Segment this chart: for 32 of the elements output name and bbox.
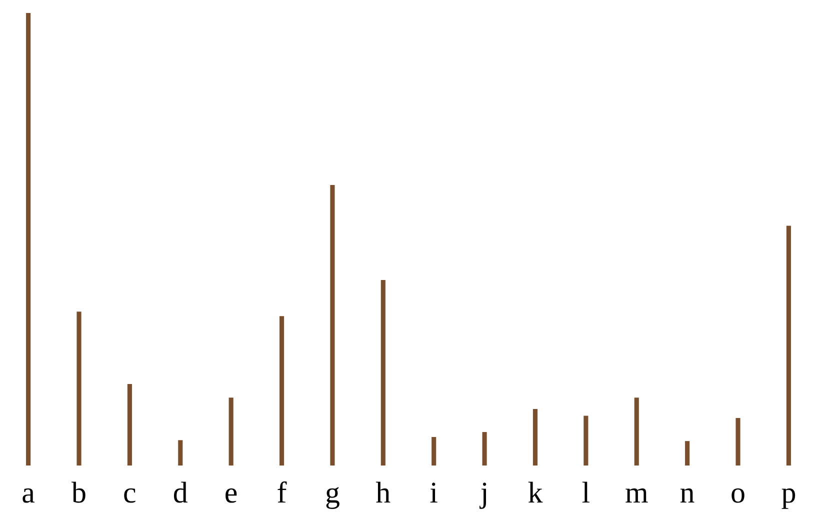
x-tick-label: l xyxy=(582,476,590,510)
x-tick-label: o xyxy=(730,476,746,510)
bar xyxy=(228,398,234,466)
x-tick-label: c xyxy=(123,476,136,510)
x-tick-label: n xyxy=(680,476,695,510)
x-tick-label: e xyxy=(224,476,238,510)
bar xyxy=(76,312,82,466)
x-tick-label: j xyxy=(479,476,489,510)
x-tick-label: k xyxy=(528,476,543,510)
x-tick-label: p xyxy=(781,476,796,510)
bar xyxy=(532,408,538,466)
x-tick-label: h xyxy=(376,476,391,510)
bar xyxy=(736,418,740,466)
bar xyxy=(432,436,436,466)
bar xyxy=(279,316,284,466)
x-tick-label: g xyxy=(324,476,340,510)
bar xyxy=(634,398,639,466)
bar xyxy=(786,226,791,466)
bar xyxy=(330,184,335,466)
x-tick-label: d xyxy=(172,476,188,510)
bar xyxy=(380,280,386,466)
x-tick-label: m xyxy=(624,476,648,510)
bar xyxy=(127,384,132,466)
x-tick-label: i xyxy=(430,476,438,510)
bar xyxy=(178,440,183,466)
x-tick-label: a xyxy=(22,476,35,510)
x-tick-label: f xyxy=(276,476,287,510)
bar xyxy=(584,416,588,466)
x-tick-label: b xyxy=(72,476,87,510)
bar xyxy=(685,441,690,466)
bar xyxy=(26,13,31,466)
bar xyxy=(482,432,487,466)
